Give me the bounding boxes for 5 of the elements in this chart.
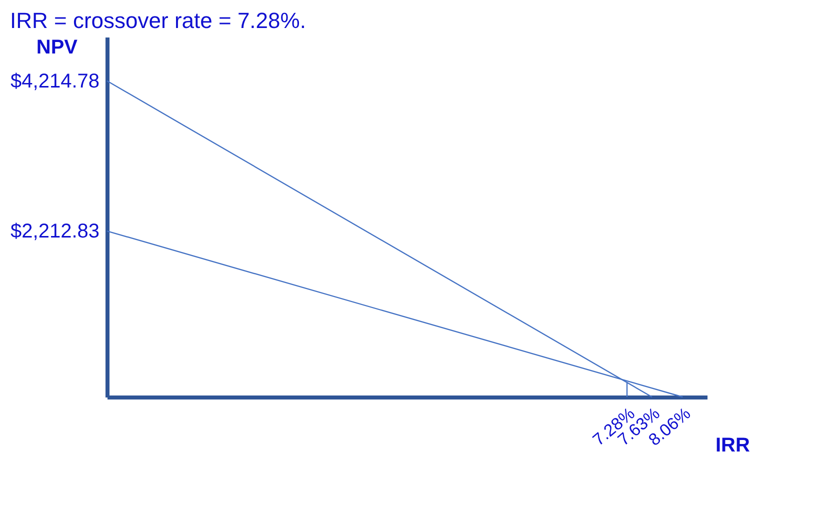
y-tick-label: $4,214.78 (10, 70, 100, 92)
y-tick-label: $2,212.83 (10, 220, 100, 243)
x-axis-title: IRR (716, 434, 750, 456)
chart-title: IRR = crossover rate = 7.28%. (10, 8, 306, 33)
y-axis-title: NPV (36, 36, 78, 58)
